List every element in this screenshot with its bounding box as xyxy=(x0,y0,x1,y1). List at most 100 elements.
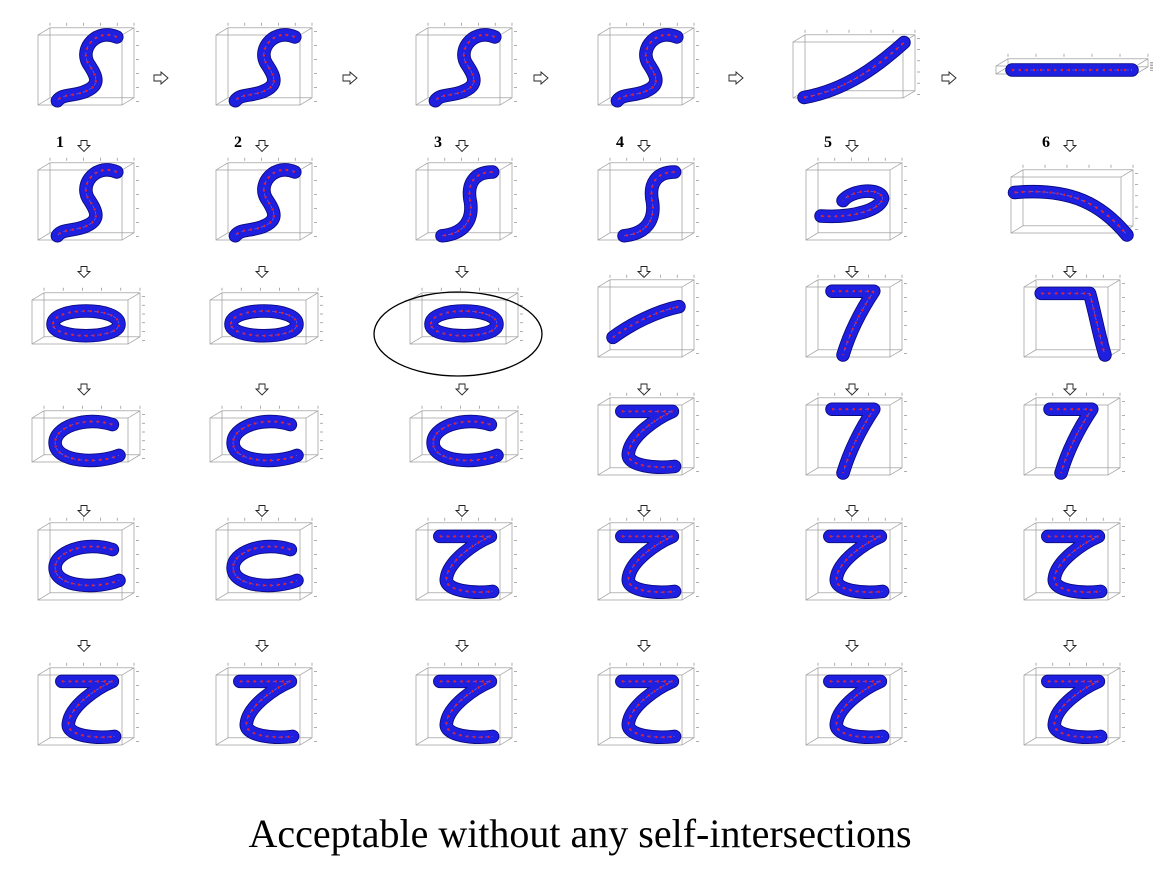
axis-ticks xyxy=(427,22,517,102)
panel-c4-r1 xyxy=(597,22,699,108)
axis-ticks xyxy=(227,662,317,742)
ribbon-surface xyxy=(433,674,500,744)
axis-ticks xyxy=(427,662,517,742)
ribbon-surface xyxy=(48,414,126,468)
axis-box xyxy=(215,522,313,601)
down-arrow-icon xyxy=(254,383,270,396)
panel-c3-r2 xyxy=(415,157,517,243)
down-arrow-icon xyxy=(76,640,92,653)
axis-ticks xyxy=(609,157,699,237)
highlight-ellipse xyxy=(373,291,543,377)
down-arrow-icon xyxy=(844,505,860,518)
axis-box xyxy=(597,162,695,241)
axis-ticks xyxy=(609,662,699,742)
panel-c1-r4 xyxy=(31,405,145,468)
down-arrow-icon xyxy=(844,266,860,279)
axis-box xyxy=(597,279,695,358)
down-arrow-icon xyxy=(254,266,270,279)
ribbon-surface xyxy=(1034,286,1112,362)
right-arrow-icon xyxy=(941,71,957,85)
panel-c4-r5 xyxy=(597,517,699,601)
down-arrow-icon xyxy=(254,505,270,518)
ribbon-surface xyxy=(825,284,881,362)
axis-ticks xyxy=(1035,274,1125,354)
column-label: 3 xyxy=(434,134,442,151)
down-arrow-icon xyxy=(636,266,652,279)
axis-ticks xyxy=(804,29,920,95)
down-arrow-icon xyxy=(254,640,270,653)
down-arrow-icon xyxy=(76,140,92,153)
right-arrow-icon xyxy=(533,71,549,85)
panel-c2-r2 xyxy=(215,157,317,243)
panel-c2-r4 xyxy=(209,405,323,468)
panel-c6-r2 xyxy=(1007,164,1138,242)
axis-box xyxy=(37,162,135,241)
panel-c5-r6 xyxy=(805,662,907,746)
ribbon-surface xyxy=(610,28,684,108)
ribbon-surface xyxy=(1007,184,1134,242)
axis-box xyxy=(215,27,313,106)
ribbon-surface xyxy=(50,28,124,108)
ribbon-surface xyxy=(606,299,686,345)
axis-ticks xyxy=(221,405,323,459)
axis-ticks xyxy=(427,157,517,237)
axis-ticks xyxy=(1007,53,1153,71)
column-label: 5 xyxy=(824,134,832,151)
ribbon-surface xyxy=(435,165,500,243)
panel-c2-r3 xyxy=(209,287,323,345)
panel-c6-r3 xyxy=(1023,274,1125,362)
panel-c3-r3 xyxy=(409,287,523,345)
down-arrow-icon xyxy=(76,266,92,279)
down-arrow-icon xyxy=(454,505,470,518)
panel-c3-r5 xyxy=(415,517,517,601)
panel-c3-r4 xyxy=(409,405,523,468)
axis-ticks xyxy=(227,517,317,597)
down-arrow-icon xyxy=(1062,505,1078,518)
ribbon-surface xyxy=(617,165,682,243)
right-arrow-icon xyxy=(728,71,744,85)
panel-c5-r5 xyxy=(805,517,907,601)
ribbon-surface xyxy=(228,28,302,108)
ribbon-surface xyxy=(228,163,302,243)
axis-box xyxy=(597,27,695,106)
ribbon-surface xyxy=(424,304,504,343)
axis-ticks xyxy=(817,392,907,472)
column-label: 6 xyxy=(1042,134,1050,151)
panel-c4-r3 xyxy=(597,274,699,358)
panel-c1-r1 xyxy=(37,22,139,108)
ribbon-surface xyxy=(1043,402,1099,480)
axis-ticks xyxy=(1035,392,1125,472)
column-label: 2 xyxy=(234,134,242,151)
ribbon-surface xyxy=(615,404,682,474)
axis-ticks xyxy=(49,517,139,597)
down-arrow-icon xyxy=(454,140,470,153)
axis-ticks xyxy=(227,157,317,237)
panel-c1-r6 xyxy=(37,662,139,746)
axis-ticks xyxy=(609,392,699,472)
down-arrow-icon xyxy=(844,640,860,653)
column-label: 1 xyxy=(56,134,64,151)
ribbon-surface xyxy=(433,529,500,599)
ribbon-surface xyxy=(226,414,304,468)
axis-ticks xyxy=(227,22,317,102)
down-arrow-icon xyxy=(1062,140,1078,153)
ribbon-surface xyxy=(426,414,504,468)
ribbon-surface xyxy=(814,184,890,224)
down-arrow-icon xyxy=(254,140,270,153)
panel-c5-r2 xyxy=(805,157,907,241)
axis-ticks xyxy=(609,22,699,102)
panel-c2-r6 xyxy=(215,662,317,746)
ribbon-surface xyxy=(615,674,682,744)
axis-ticks xyxy=(49,157,139,237)
panel-c5-r1 xyxy=(792,29,920,105)
axis-ticks xyxy=(421,287,523,341)
ribbon-surface xyxy=(226,539,304,593)
axis-box xyxy=(415,27,513,106)
axis-ticks xyxy=(1035,517,1125,597)
panel-c2-r1 xyxy=(215,22,317,108)
axis-ticks xyxy=(817,517,907,597)
axis-box xyxy=(215,162,313,241)
ribbon-surface xyxy=(224,304,304,343)
axis-ticks xyxy=(43,287,145,341)
